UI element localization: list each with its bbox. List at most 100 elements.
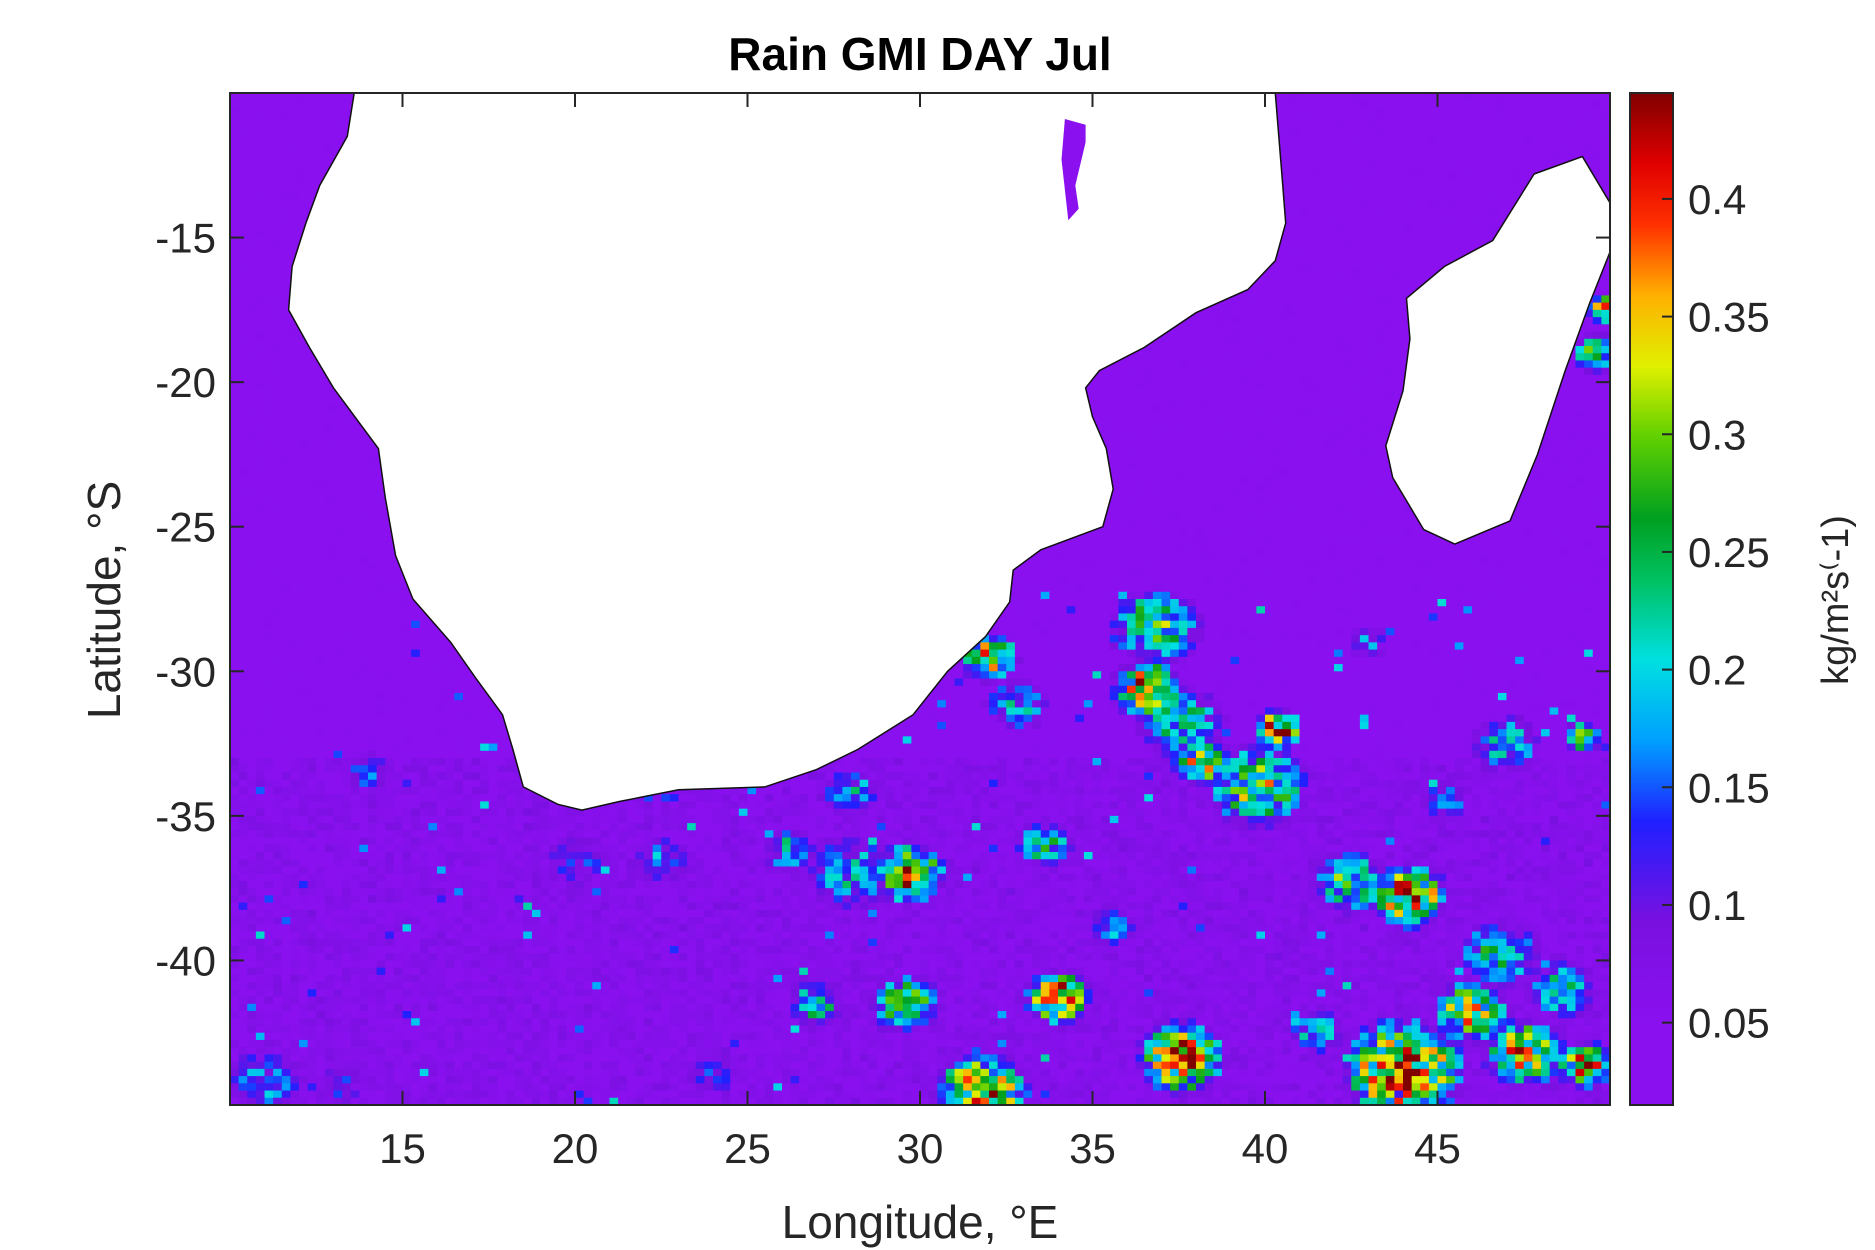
heatmap-cell: [1359, 295, 1370, 304]
chart-title: Rain GMI DAY Jul: [728, 28, 1111, 80]
heatmap-cell: [1342, 194, 1352, 203]
heatmap-cell: [1566, 93, 1577, 101]
heatmap-cell: [1290, 295, 1301, 304]
heatmap-cell: [299, 179, 309, 188]
heatmap-cell: [324, 121, 335, 130]
heatmap-cell: [230, 158, 240, 166]
heatmap-cell: [1463, 194, 1473, 203]
heatmap-cell: [1437, 129, 1447, 137]
heatmap-cell: [1463, 244, 1473, 253]
heatmap-cell: [1472, 136, 1482, 145]
heatmap-cell: [1351, 121, 1361, 130]
heatmap-cell: [1489, 172, 1499, 181]
heatmap-cell: [324, 143, 335, 152]
heatmap-cell: [1454, 114, 1464, 123]
heatmap-cell: [1290, 121, 1301, 130]
heatmap-cell: [1523, 107, 1533, 116]
heatmap-cell: [1428, 129, 1439, 137]
heatmap-cell: [1290, 309, 1301, 318]
heatmap-cell: [1273, 302, 1283, 311]
heatmap-cell: [264, 252, 274, 260]
heatmap-cell: [1411, 186, 1421, 195]
heatmap-cell: [1437, 143, 1447, 152]
heatmap-cell: [1377, 100, 1387, 109]
heatmap-cell: [1463, 143, 1473, 152]
heatmap-cell: [230, 165, 240, 174]
heatmap-cell: [1299, 179, 1309, 188]
heatmap-cell: [1377, 150, 1387, 159]
heatmap-cell: [1411, 237, 1421, 246]
heatmap-cell: [1515, 150, 1525, 159]
heatmap-cell: [1273, 107, 1283, 116]
heatmap-cell: [1428, 194, 1439, 203]
heatmap-cell: [1601, 165, 1610, 174]
heatmap-cell: [1334, 114, 1344, 123]
heatmap-cell: [1394, 194, 1404, 203]
heatmap-cell: [1584, 143, 1594, 152]
heatmap-cell: [1299, 186, 1309, 195]
heatmap-cell: [1342, 158, 1352, 166]
heatmap-cell: [1385, 150, 1395, 159]
heatmap-cell: [1489, 107, 1499, 116]
heatmap-cell: [1334, 295, 1344, 304]
heatmap-cell: [290, 223, 300, 231]
heatmap-cell: [273, 93, 283, 101]
heatmap-cell: [1359, 280, 1370, 289]
heatmap-cell: [1601, 114, 1610, 123]
heatmap-cell: [1377, 302, 1387, 311]
heatmap-cell: [290, 201, 300, 210]
heatmap-cell: [255, 129, 266, 137]
heatmap-cell: [264, 172, 274, 181]
heatmap-cell: [1549, 114, 1559, 123]
heatmap-cell: [1299, 215, 1309, 224]
heatmap-cell: [1308, 252, 1318, 260]
heatmap-cell: [1454, 93, 1464, 101]
heatmap-cell: [307, 93, 317, 101]
heatmap-cell: [1506, 165, 1516, 174]
heatmap-cell: [1515, 100, 1525, 109]
heatmap-cell: [230, 302, 240, 311]
heatmap-cell: [1342, 215, 1352, 224]
heatmap-cell: [1497, 179, 1508, 188]
heatmap-cell: [1290, 244, 1301, 253]
heatmap-cell: [1411, 136, 1421, 145]
heatmap-cell: [1239, 302, 1249, 311]
heatmap-cell: [307, 194, 317, 203]
heatmap-cell: [1411, 223, 1421, 231]
heatmap-cell: [1394, 215, 1404, 224]
heatmap-cell: [1446, 93, 1456, 101]
heatmap-cell: [1299, 230, 1309, 239]
heatmap-cell: [1385, 208, 1395, 217]
heatmap-cell: [273, 172, 283, 181]
heatmap-cell: [1351, 179, 1361, 188]
heatmap-cell: [1411, 165, 1421, 174]
heatmap-cell: [1403, 259, 1413, 268]
heatmap-cell: [1342, 273, 1352, 282]
heatmap-cell: [273, 186, 283, 195]
heatmap-cell: [1575, 143, 1585, 152]
heatmap-cell: [281, 194, 291, 203]
heatmap-cell: [1394, 93, 1404, 101]
heatmap-cell: [1359, 266, 1370, 275]
heatmap-cell: [1420, 121, 1430, 130]
heatmap-cell: [1506, 186, 1516, 195]
heatmap-cell: [1230, 302, 1240, 311]
heatmap-cell: [273, 266, 283, 275]
heatmap-cell: [1437, 252, 1447, 260]
heatmap-cell: [1480, 194, 1490, 203]
heatmap-cell: [1472, 230, 1482, 239]
heatmap-cell: [264, 150, 274, 159]
heatmap-cell: [1403, 266, 1413, 275]
heatmap-cell: [230, 194, 240, 203]
heatmap-cell: [1299, 244, 1309, 253]
heatmap-cell: [281, 317, 291, 325]
heatmap-cell: [1506, 201, 1516, 210]
heatmap-cell: [1497, 100, 1508, 109]
heatmap-cell: [1437, 179, 1447, 188]
heatmap-cell: [1290, 208, 1301, 217]
heatmap-cell: [1359, 302, 1370, 311]
heatmap-cell: [1377, 266, 1387, 275]
heatmap-cell: [1541, 93, 1551, 101]
heatmap-cell: [1437, 165, 1447, 174]
